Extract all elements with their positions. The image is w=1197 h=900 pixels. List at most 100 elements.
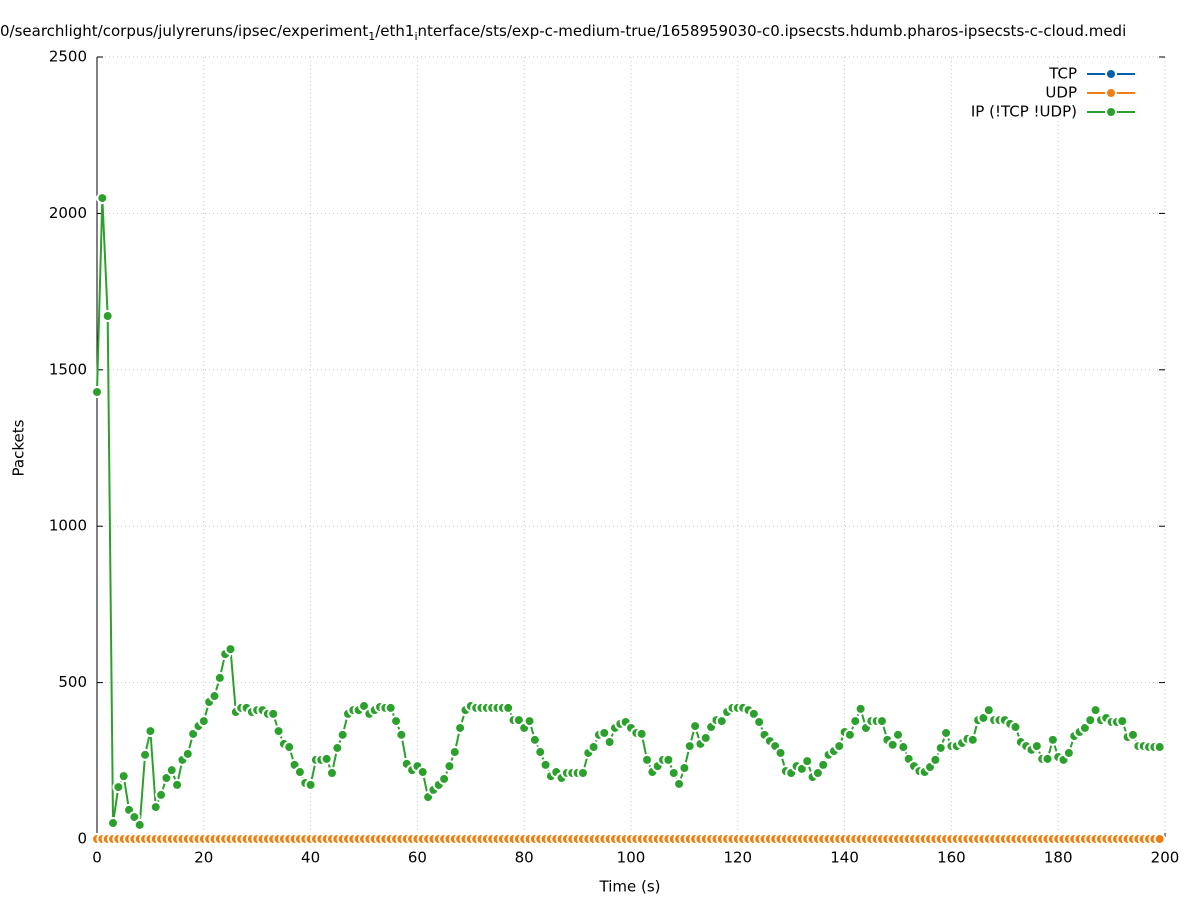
- data-point: [635, 727, 648, 740]
- x-tick-label: 160: [937, 849, 966, 867]
- title-subscript: 1: [368, 30, 375, 43]
- data-point: [833, 740, 846, 753]
- x-tick-label: 40: [301, 849, 320, 867]
- legend-label: IP (!TCP !UDP): [971, 103, 1077, 121]
- data-point: [603, 736, 616, 749]
- x-axis-label: Time (s): [599, 878, 661, 896]
- x-tick-label: 20: [194, 849, 213, 867]
- data-point: [539, 758, 552, 771]
- legend-label: TCP: [1048, 65, 1077, 83]
- data-point: [667, 766, 680, 779]
- data-point: [811, 766, 824, 779]
- data-point: [849, 715, 862, 728]
- data-point: [160, 772, 173, 785]
- title-subscript: i: [414, 30, 417, 43]
- x-tick-label: 200: [1151, 849, 1180, 867]
- x-tick-label: 80: [515, 849, 534, 867]
- data-point: [272, 725, 285, 738]
- data-point: [155, 788, 168, 801]
- y-tick-label: 2500: [49, 48, 87, 66]
- data-point: [224, 643, 237, 656]
- legend-marker: [1105, 106, 1117, 118]
- data-point: [139, 748, 152, 761]
- data-point: [587, 741, 600, 754]
- legend-marker: [1105, 87, 1117, 99]
- data-point: [438, 772, 451, 785]
- data-point: [304, 778, 317, 791]
- data-point: [443, 760, 456, 773]
- data-point: [1030, 740, 1043, 753]
- y-tick-label: 1500: [49, 360, 87, 378]
- data-point: [213, 671, 226, 684]
- data-point: [886, 738, 899, 751]
- data-point: [1116, 715, 1129, 728]
- data-point: [753, 716, 766, 729]
- data-point: [336, 728, 349, 741]
- data-point: [107, 817, 120, 830]
- x-tick-label: 120: [723, 849, 752, 867]
- data-point: [117, 770, 130, 783]
- title-part: 0/searchlight/corpus/julyreruns/ipsec/ex…: [0, 22, 368, 40]
- data-point: [91, 386, 103, 399]
- data-point: [977, 711, 990, 724]
- data-point: [320, 752, 333, 765]
- legend-marker: [1105, 68, 1117, 80]
- data-point: [283, 741, 296, 754]
- data-point: [699, 731, 712, 744]
- title-part: /eth1: [375, 22, 414, 40]
- data-point: [395, 728, 408, 741]
- data-point: [454, 721, 467, 734]
- data-point: [267, 707, 280, 720]
- data-point: [1153, 833, 1166, 845]
- data-point: [1062, 746, 1075, 759]
- data-point: [390, 715, 403, 728]
- data-point: [448, 746, 461, 759]
- data-point: [598, 726, 611, 739]
- title-part: nterface/sts/exp-c-medium-true/165895903…: [418, 22, 1127, 40]
- data-point: [897, 741, 910, 754]
- x-tick-label: 100: [617, 849, 646, 867]
- x-tick-label: 140: [830, 849, 859, 867]
- data-point: [1089, 704, 1102, 717]
- data-point: [293, 766, 306, 779]
- data-point: [929, 753, 942, 766]
- data-point: [747, 707, 760, 720]
- data-point: [1126, 728, 1139, 741]
- x-tick-label: 60: [408, 849, 427, 867]
- data-point: [358, 700, 370, 713]
- data-point: [982, 704, 995, 717]
- data-point: [128, 811, 141, 824]
- data-point: [1046, 733, 1059, 746]
- x-tick-label: 0: [92, 849, 102, 867]
- data-point: [416, 766, 429, 779]
- y-axis-label: Packets: [10, 419, 28, 476]
- data-point: [331, 741, 344, 754]
- data-point: [1078, 721, 1091, 734]
- y-tick-label: 500: [58, 673, 87, 691]
- data-point: [165, 764, 178, 777]
- data-point: [576, 766, 589, 779]
- data-point: [101, 309, 114, 322]
- data-point: [940, 726, 953, 739]
- legend-label: UDP: [1045, 84, 1077, 102]
- data-point: [181, 747, 194, 760]
- data-point: [144, 725, 157, 738]
- data-point: [801, 755, 814, 768]
- data-point: [662, 753, 675, 766]
- data-point: [854, 702, 867, 715]
- data-point: [1041, 752, 1054, 765]
- y-tick-label: 1000: [49, 517, 87, 535]
- data-point: [325, 766, 338, 779]
- data-point: [934, 741, 947, 754]
- data-point: [843, 728, 856, 741]
- data-point: [673, 777, 686, 790]
- data-point: [502, 701, 515, 714]
- data-point: [795, 762, 808, 775]
- data-point: [817, 758, 830, 771]
- data-point: [683, 740, 696, 753]
- data-point: [1084, 714, 1097, 727]
- data-point: [1009, 721, 1022, 734]
- data-point: [1153, 741, 1166, 754]
- data-point: [641, 753, 654, 766]
- data-point: [171, 778, 184, 791]
